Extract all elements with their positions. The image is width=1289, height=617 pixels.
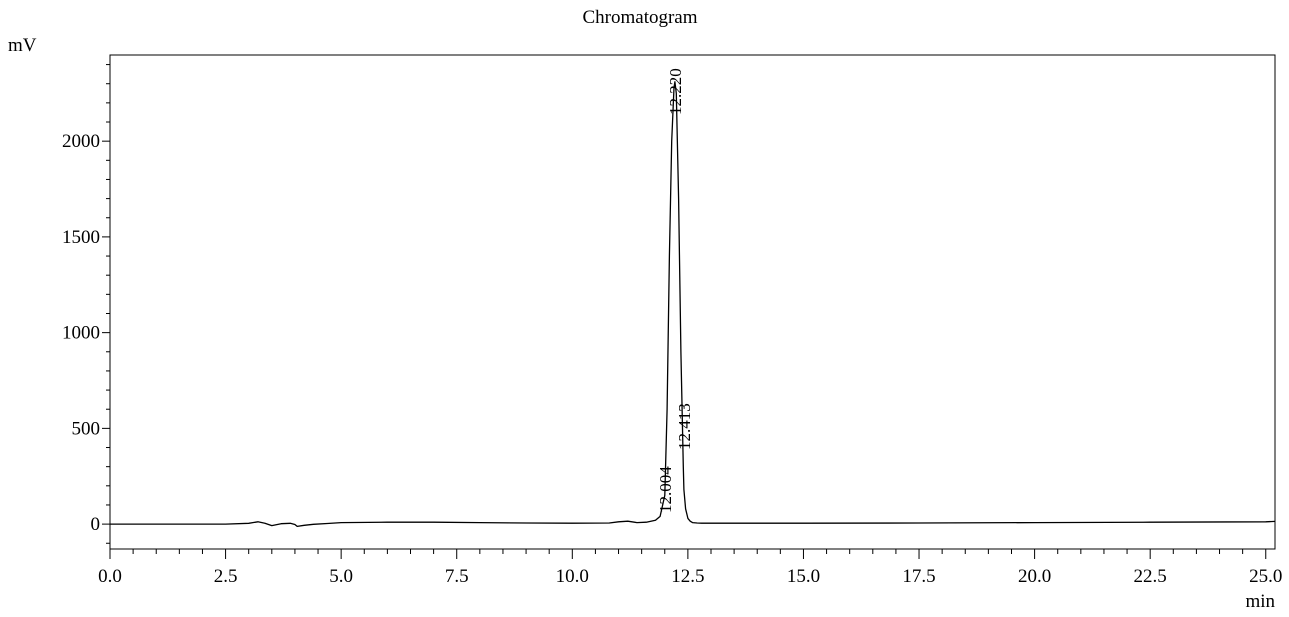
y-axis: 0 500 1000 1500 2000: [62, 64, 110, 544]
x-tick-label: 10.0: [556, 566, 589, 587]
y-tick-label: 500: [72, 418, 101, 439]
peak-retention-time-label: 12.220: [666, 68, 685, 115]
x-axis: 0.0 2.5 5.0 7.5 10.0 12.5 15.0 17.5 20.0 22.5 25.0: [98, 549, 1282, 587]
x-tick-label: 5.0: [329, 566, 353, 587]
y-tick-label: 1000: [62, 323, 100, 344]
x-tick-label: 20.0: [1018, 566, 1051, 587]
chart-title: Chromatogram: [582, 7, 697, 28]
x-tick-label: 0.0: [98, 566, 122, 587]
y-axis-unit-label: mV: [8, 35, 37, 56]
x-tick-label: 15.0: [787, 566, 820, 587]
chromatogram-trace: [110, 81, 1276, 528]
y-tick-label: 0: [91, 514, 101, 535]
x-tick-label: 17.5: [902, 566, 935, 587]
plot-frame: [109, 54, 1276, 550]
y-tick-label: 1500: [62, 227, 100, 248]
x-tick-label: 12.5: [671, 566, 704, 587]
peak-retention-time-label: 12.413: [675, 403, 694, 450]
series-layer: [110, 81, 1276, 528]
x-axis-unit-label: min: [1245, 591, 1275, 612]
x-tick-label: 7.5: [445, 566, 469, 587]
x-tick-label: 2.5: [214, 566, 238, 587]
peak-labels: 12.004 12.220 12.413: [656, 68, 694, 513]
peak-retention-time-label: 12.004: [656, 466, 675, 513]
x-tick-label: 25.0: [1249, 566, 1282, 587]
y-tick-label: 2000: [62, 131, 100, 152]
x-tick-label: 22.5: [1134, 566, 1167, 587]
